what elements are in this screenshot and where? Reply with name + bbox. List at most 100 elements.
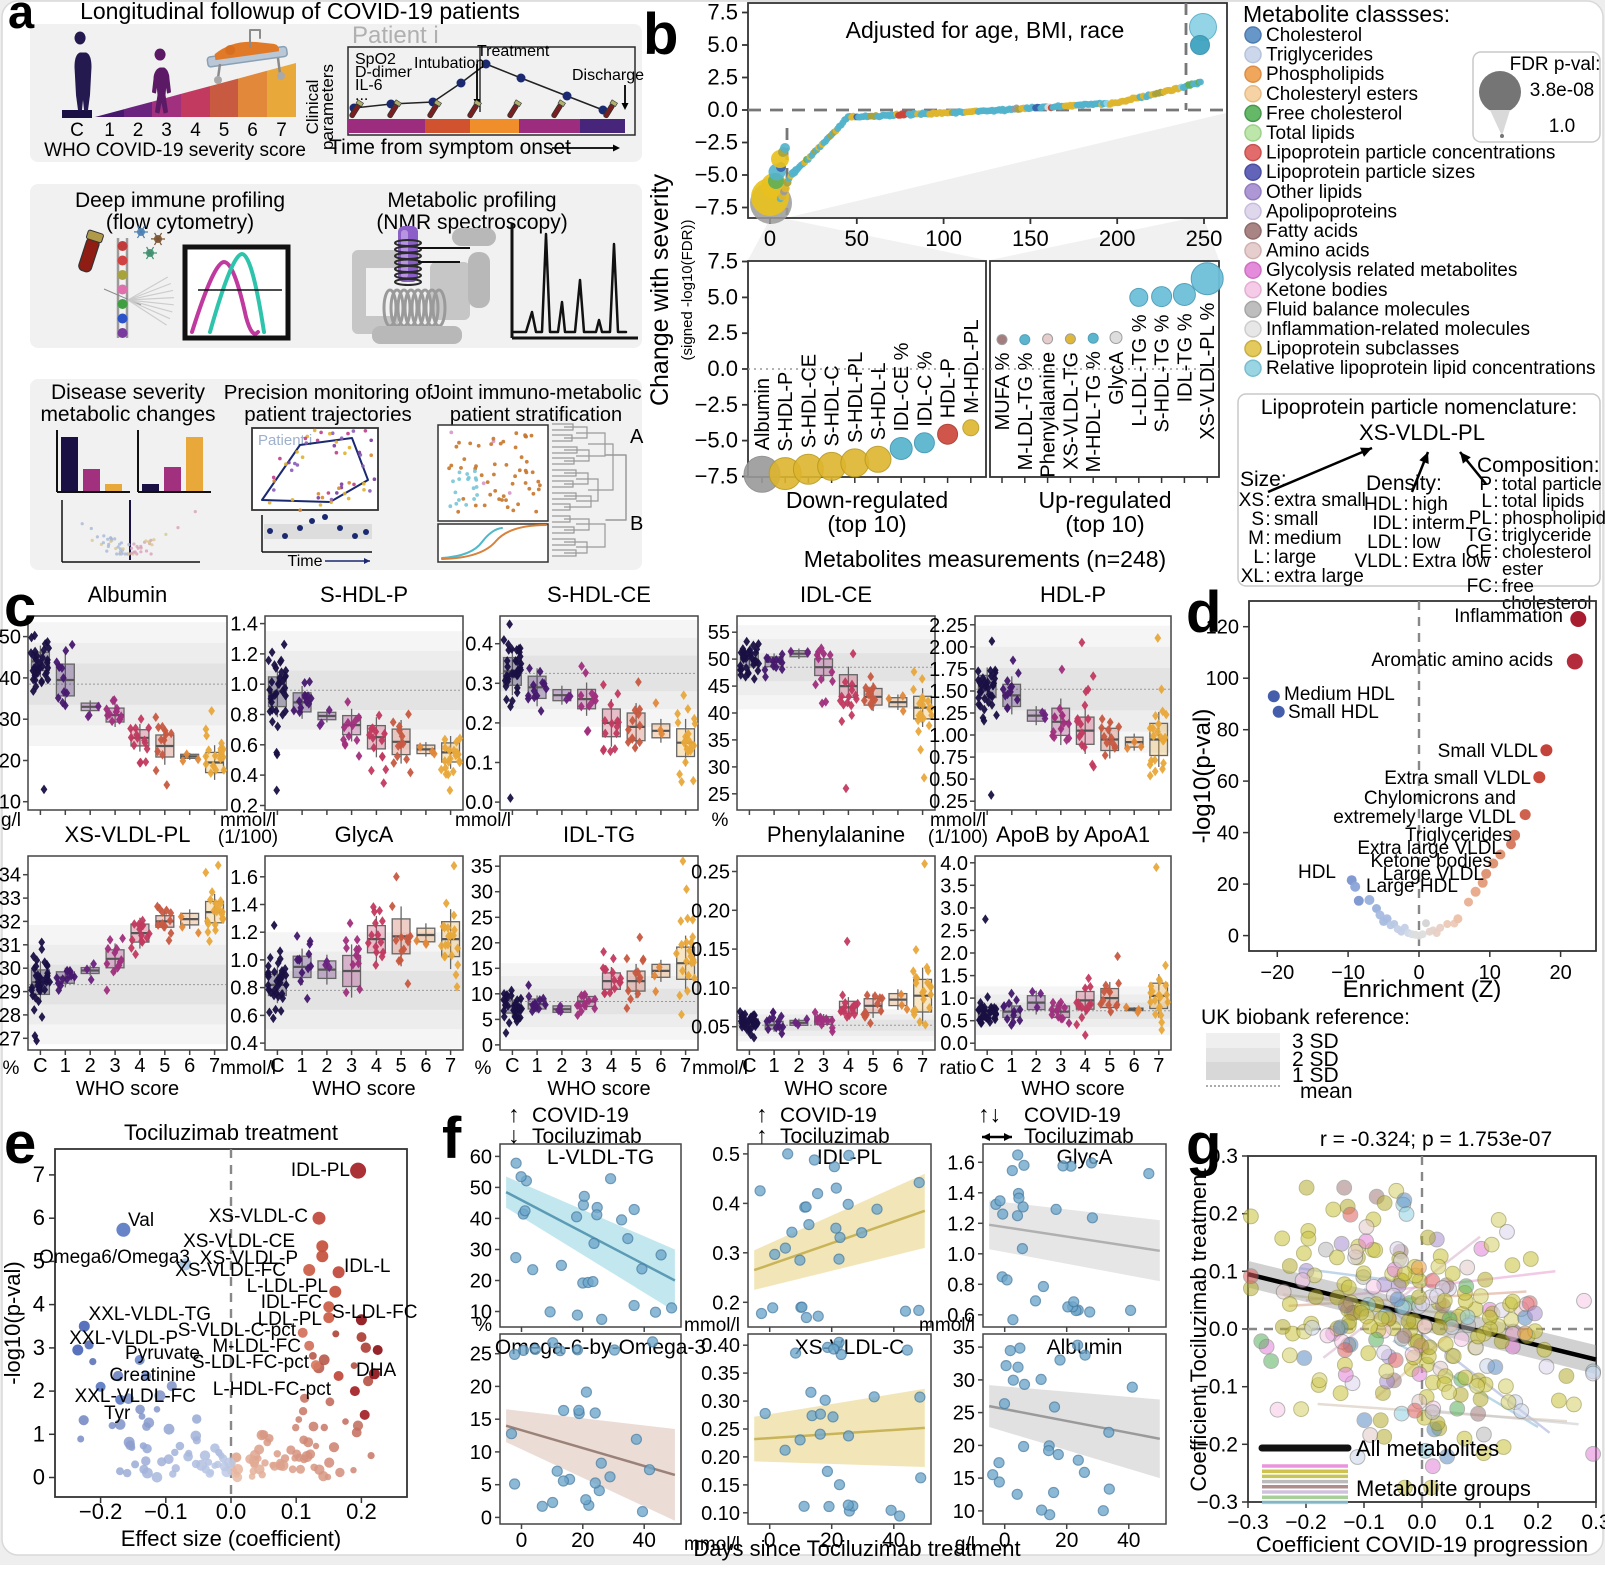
- svg-text:UK biobank reference:: UK biobank reference:: [1201, 1006, 1410, 1029]
- svg-text:Change with severity: Change with severity: [646, 173, 674, 406]
- svg-text:0.6: 0.6: [230, 735, 258, 757]
- svg-text:1.6: 1.6: [230, 867, 258, 889]
- svg-text:33: 33: [0, 888, 21, 910]
- svg-text:WHO score: WHO score: [1021, 1078, 1124, 1100]
- svg-text:C: C: [33, 1055, 47, 1077]
- svg-text:-log10(p-val): -log10(p-val): [0, 1261, 25, 1385]
- svg-text:Creatinine: Creatinine: [109, 1365, 196, 1386]
- svg-text:15: 15: [953, 1468, 975, 1490]
- svg-text:L: L: [1253, 547, 1264, 568]
- svg-text:M-LDL-TG %: M-LDL-TG %: [1015, 352, 1037, 470]
- svg-text:Metabolites measurements (n=24: Metabolites measurements (n=248): [804, 546, 1166, 572]
- svg-text:(top 10): (top 10): [827, 511, 906, 537]
- svg-text:S-LDL-FC: S-LDL-FC: [332, 1302, 418, 1323]
- svg-text:0.0: 0.0: [1209, 1318, 1238, 1341]
- svg-text:Down-regulated: Down-regulated: [786, 487, 948, 513]
- svg-text:S: S: [1251, 509, 1264, 530]
- svg-text:c: c: [4, 574, 36, 639]
- svg-text:Time: Time: [288, 553, 323, 570]
- svg-text:0.1: 0.1: [1465, 1511, 1494, 1534]
- svg-text:60: 60: [470, 1146, 492, 1168]
- svg-text:10: 10: [953, 1501, 975, 1523]
- svg-text:Time from symptom onset: Time from symptom onset: [329, 136, 571, 159]
- svg-text:6: 6: [655, 1055, 666, 1077]
- svg-text:3: 3: [110, 1055, 121, 1077]
- svg-text:3: 3: [1055, 1055, 1066, 1077]
- svg-text:28: 28: [0, 1005, 21, 1027]
- svg-text:20: 20: [1055, 1529, 1078, 1552]
- svg-text:30: 30: [0, 958, 21, 980]
- svg-text:Lipoprotein particle concentra: Lipoprotein particle concentrations: [1266, 143, 1555, 164]
- svg-text:2.5: 2.5: [707, 320, 738, 345]
- svg-text:L-LDL-TG %: L-LDL-TG %: [1129, 314, 1151, 426]
- svg-text::: :: [1265, 547, 1270, 568]
- svg-text::: :: [1265, 509, 1270, 530]
- svg-text:1: 1: [1006, 1055, 1017, 1077]
- svg-text:Triglycerides: Triglycerides: [1266, 45, 1373, 66]
- svg-text:2.5: 2.5: [707, 65, 738, 90]
- svg-text:6: 6: [184, 1055, 195, 1077]
- svg-text::: :: [1403, 551, 1408, 572]
- svg-text:mean: mean: [1300, 1080, 1353, 1103]
- svg-text:4: 4: [190, 120, 201, 141]
- svg-text:WHO score: WHO score: [76, 1078, 179, 1100]
- svg-text:0.50: 0.50: [929, 769, 968, 791]
- svg-text:25: 25: [471, 907, 493, 929]
- svg-text:ratio: ratio: [940, 1058, 977, 1079]
- svg-text:40: 40: [1117, 1529, 1140, 1552]
- svg-text:COVID-19: COVID-19: [1024, 1104, 1121, 1127]
- svg-text:0.8: 0.8: [947, 1274, 975, 1296]
- svg-text:0: 0: [33, 1465, 45, 1490]
- svg-text:mmol/l: mmol/l: [220, 1058, 276, 1079]
- svg-text:Tociluzimab: Tociluzimab: [1024, 1125, 1134, 1148]
- svg-text:1.2: 1.2: [947, 1213, 975, 1235]
- svg-text:XXL-VLDL-TG: XXL-VLDL-TG: [89, 1304, 211, 1325]
- svg-text:80: 80: [1217, 720, 1239, 742]
- svg-text:0.2: 0.2: [712, 1292, 740, 1314]
- svg-text:1.6: 1.6: [947, 1152, 975, 1174]
- svg-text:GlycA: GlycA: [1106, 351, 1128, 405]
- svg-text:5: 5: [631, 1055, 642, 1077]
- svg-text:10: 10: [470, 1442, 492, 1464]
- svg-text:0.75: 0.75: [929, 747, 968, 769]
- svg-text:2: 2: [133, 120, 144, 141]
- svg-text:0.3: 0.3: [465, 673, 493, 695]
- svg-text:IDL-TG: IDL-TG: [563, 822, 635, 847]
- svg-text:1.75: 1.75: [929, 659, 968, 681]
- svg-text:30: 30: [0, 709, 21, 731]
- svg-text:(signed -log10(FDR)): (signed -log10(FDR)): [679, 220, 696, 361]
- svg-text:M-HDL-TG %: M-HDL-TG %: [1083, 351, 1105, 472]
- svg-text:MUFA %: MUFA %: [992, 352, 1014, 430]
- svg-text:1.0: 1.0: [1549, 116, 1575, 137]
- svg-text:Density:: Density:: [1366, 472, 1442, 495]
- svg-text:C: C: [505, 1055, 519, 1077]
- svg-text:WHO score: WHO score: [547, 1078, 650, 1100]
- svg-text:0.2: 0.2: [1209, 1203, 1238, 1226]
- svg-text:40: 40: [633, 1529, 656, 1552]
- svg-text:0.1: 0.1: [1209, 1260, 1238, 1283]
- svg-text:Tociluzimab treatment: Tociluzimab treatment: [124, 1120, 338, 1145]
- svg-text:0.15: 0.15: [701, 1475, 740, 1497]
- svg-text:XL: XL: [1241, 566, 1264, 587]
- svg-text:250: 250: [1186, 226, 1223, 251]
- svg-text:Lipoprotein particle sizes: Lipoprotein particle sizes: [1266, 162, 1475, 183]
- svg-text:Effect size (coefficient): Effect size (coefficient): [121, 1526, 342, 1551]
- svg-text:1.25: 1.25: [929, 703, 968, 725]
- svg-text:%: %: [475, 1315, 492, 1336]
- svg-text:Up-regulated: Up-regulated: [1039, 487, 1172, 513]
- svg-text:Cholesteryl esters: Cholesteryl esters: [1266, 84, 1418, 105]
- svg-text:30: 30: [470, 1240, 492, 1262]
- svg-text:Fluid balance molecules: Fluid balance molecules: [1266, 299, 1470, 320]
- svg-text:2.00: 2.00: [929, 637, 968, 659]
- svg-text:S-HDL-P: S-HDL-P: [775, 372, 797, 452]
- svg-text:0.25: 0.25: [691, 862, 730, 884]
- svg-text:Adjusted for age, BMI, race: Adjusted for age, BMI, race: [846, 17, 1125, 43]
- svg-text:XS-VLDL-C: XS-VLDL-C: [209, 1206, 308, 1227]
- svg-text:31: 31: [0, 935, 21, 957]
- svg-text:6: 6: [892, 1055, 903, 1077]
- svg-text:1.00: 1.00: [929, 725, 968, 747]
- svg-text:Disease severity: Disease severity: [51, 381, 206, 404]
- svg-text:5: 5: [219, 120, 230, 141]
- svg-text:50: 50: [845, 226, 869, 251]
- svg-text:20: 20: [953, 1435, 975, 1457]
